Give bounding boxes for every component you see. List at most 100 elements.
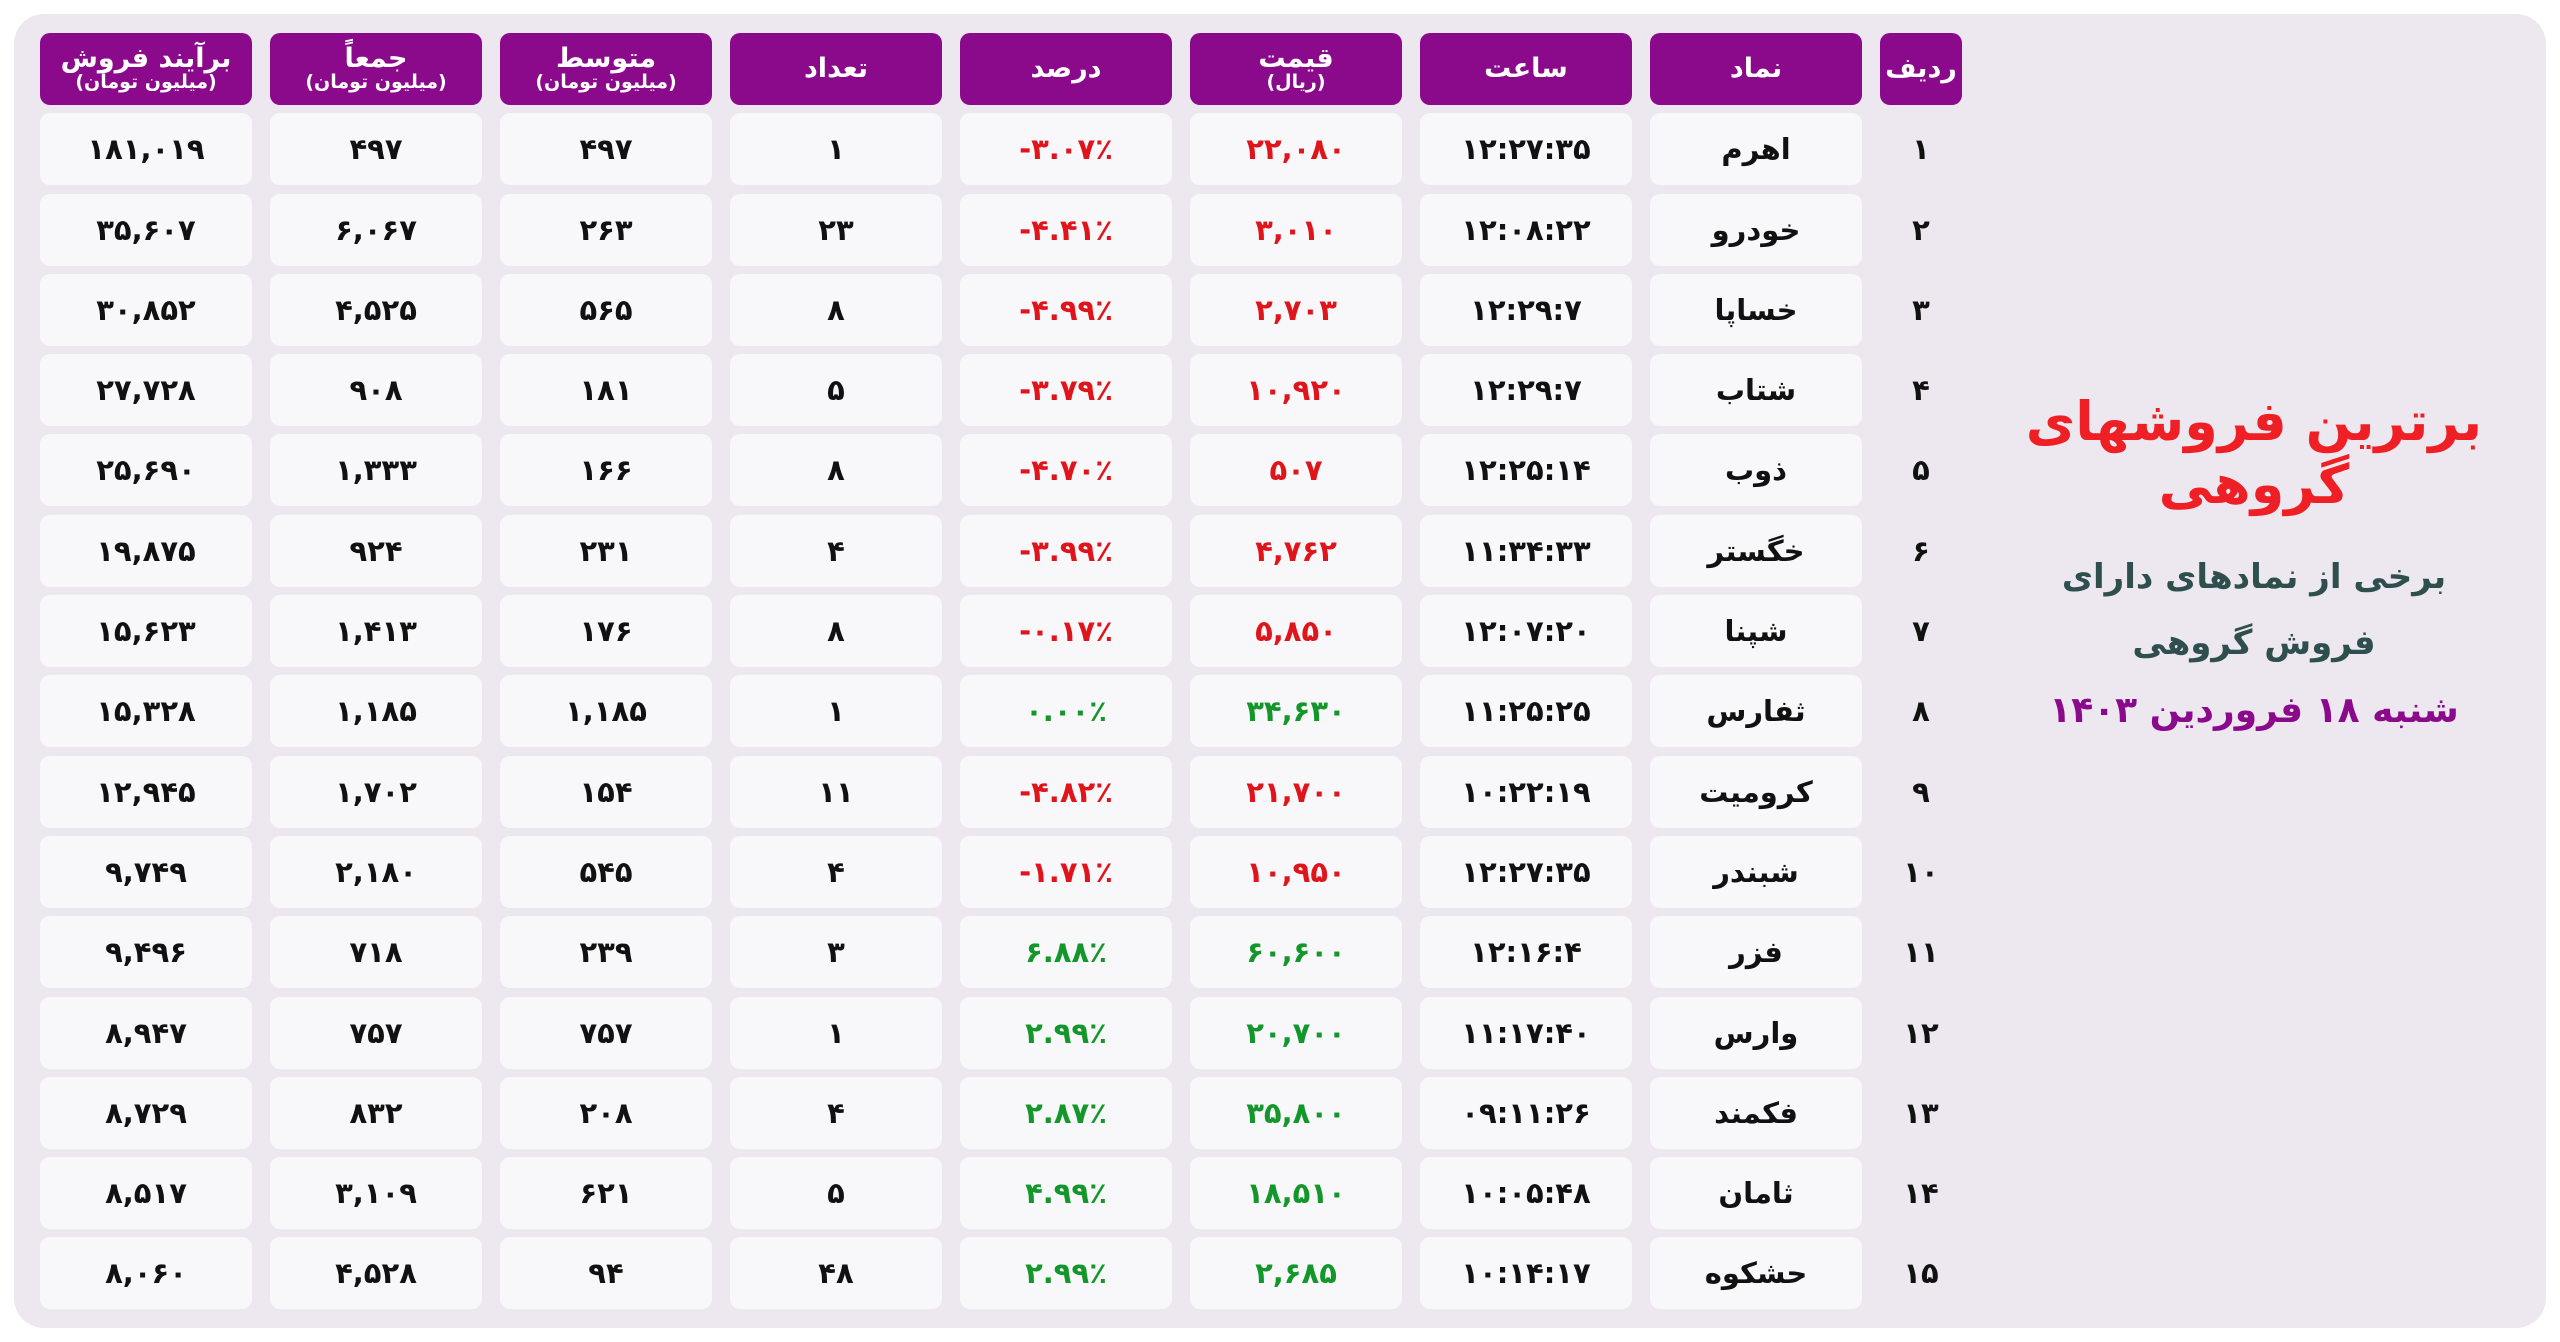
column-header: جمعاً (میلیون تومان) [270, 33, 482, 105]
table-cell: ۰.۰۰٪ [960, 675, 1172, 748]
table-cell: ۹۴ [500, 1237, 712, 1310]
table-cell: حشکوه [1650, 1237, 1862, 1310]
table-cell: ۱۶۶ [500, 434, 712, 507]
side-info: برترین فروشهای گروهی برخی از نمادهای دار… [1960, 390, 2548, 731]
table-cell: ۳۵,۶۰۷ [40, 193, 252, 266]
table-cell: ۶.۸۸٪ [960, 916, 1172, 989]
header-subtitle: (ریال) [1266, 71, 1326, 94]
table-cell: -۴.۸۲٪ [960, 755, 1172, 828]
table-cell: ۲۵,۶۹۰ [40, 434, 252, 507]
table-cell: ۱ [1912, 132, 1930, 167]
table-cell: ۳۴,۶۳۰ [1190, 675, 1402, 748]
table-cell: ۱۸,۵۱۰ [1190, 1157, 1402, 1230]
table-cell: ۱۲:۱۶:۴ [1420, 916, 1632, 989]
column-header: ردیف [1880, 33, 1962, 105]
table-cell: -۳.۰۷٪ [960, 113, 1172, 186]
table-cell: ۱۱:۳۴:۳۳ [1420, 514, 1632, 587]
table-cell: فکمند [1650, 1076, 1862, 1149]
table-cell: خساپا [1650, 273, 1862, 346]
table-cell: ۱۲:۰۸:۲۲ [1420, 193, 1632, 266]
table-cell: ۱۰,۹۵۰ [1190, 835, 1402, 908]
header-title: ساعت [1484, 52, 1568, 84]
table-cell: ۳ [730, 916, 942, 989]
table-cell: ۲۳۹ [500, 916, 712, 989]
table-cell: ۱۰:۱۴:۱۷ [1420, 1237, 1632, 1310]
table-cell: ۲,۶۸۵ [1190, 1237, 1402, 1310]
table-cell: ۱۲:۲۷:۳۵ [1420, 113, 1632, 186]
table-cell: ۲.۸۷٪ [960, 1076, 1172, 1149]
header-title: ردیف [1885, 52, 1957, 84]
table-cell: ۸,۹۴۷ [40, 996, 252, 1069]
table-cell: ثفارس [1650, 675, 1862, 748]
header-title: نماد [1729, 52, 1783, 84]
table-cell: ۹۲۴ [270, 514, 482, 587]
table-cell: ۲۳ [730, 193, 942, 266]
column-header: تعداد [730, 33, 942, 105]
table-cell: ۱۴ [1903, 1176, 1939, 1211]
table-cell: ۷۵۷ [500, 996, 712, 1069]
table-cell: ۵ [1912, 453, 1930, 488]
subtitle-line: برخی از نمادهای دارای [2061, 557, 2447, 597]
table-cell: ۵۴۵ [500, 835, 712, 908]
table-cell: ۴ [730, 835, 942, 908]
table-cell: ۵,۸۵۰ [1190, 595, 1402, 668]
subtitle-line: فروش گروهی [2132, 623, 2376, 663]
table-cell: -۰.۱۷٪ [960, 595, 1172, 668]
table-cell: شبندر [1650, 835, 1862, 908]
table-cell: ۲۰,۷۰۰ [1190, 996, 1402, 1069]
table-cell: ۸ [1912, 694, 1930, 729]
column-header: برآیند فروش (میلیون تومان) [40, 33, 252, 105]
table-cell: ۹,۴۹۶ [40, 916, 252, 989]
table-cell: ۷۱۸ [270, 916, 482, 989]
table-cell: ۱ [730, 996, 942, 1069]
header-subtitle: (میلیون تومان) [305, 71, 447, 94]
column-header: قیمت (ریال) [1190, 33, 1402, 105]
table-cell: ۴,۵۲۸ [270, 1237, 482, 1310]
table-cell: ۱۲:۲۹:۷ [1420, 354, 1632, 427]
table-cell: ۶۲۱ [500, 1157, 712, 1230]
table-cell: ۲.۹۹٪ [960, 996, 1172, 1069]
table-cell: شپنا [1650, 595, 1862, 668]
table-cell: -۳.۹۹٪ [960, 514, 1172, 587]
table-cell: ۱۱ [1903, 935, 1939, 970]
table-cell: ۱۹,۸۷۵ [40, 514, 252, 587]
table-cell: ۱۵ [1903, 1256, 1939, 1291]
table-cell: ۱۰,۹۲۰ [1190, 354, 1402, 427]
table-cell: ۱,۱۸۵ [500, 675, 712, 748]
table-cell: ۴ [730, 514, 942, 587]
header-subtitle: (میلیون تومان) [535, 71, 677, 94]
table-cell: ثامان [1650, 1157, 1862, 1230]
table-cell: ۱۸۱ [500, 354, 712, 427]
table-cell: ۷۵۷ [270, 996, 482, 1069]
table-cell: -۴.۷۰٪ [960, 434, 1172, 507]
table-cell: ۴۹۷ [500, 113, 712, 186]
table-cell: ۶,۰۶۷ [270, 193, 482, 266]
table-cell: ۱۱ [730, 755, 942, 828]
table-cell: ۱۲:۲۵:۱۴ [1420, 434, 1632, 507]
table-cell: ۲۷,۷۲۸ [40, 354, 252, 427]
table-cell: ۱۸۱,۰۱۹ [40, 113, 252, 186]
table-cell: ۱,۱۸۵ [270, 675, 482, 748]
table-cell: ۱۵,۶۲۳ [40, 595, 252, 668]
table-cell: ۲.۹۹٪ [960, 1237, 1172, 1310]
table-cell: ۱۰ [1903, 854, 1939, 889]
table-cell: ۶۰,۶۰۰ [1190, 916, 1402, 989]
table-cell: ۱ [730, 675, 942, 748]
table-cell: ۱۵,۳۲۸ [40, 675, 252, 748]
table-cell: وارس [1650, 996, 1862, 1069]
table-cell: ۲۰۸ [500, 1076, 712, 1149]
table-cell: ۱۰:۲۲:۱۹ [1420, 755, 1632, 828]
table-cell: کرومیت [1650, 755, 1862, 828]
table-cell: فزر [1650, 916, 1862, 989]
header-title: متوسط [555, 42, 657, 74]
header-title: تعداد [803, 52, 869, 84]
table-cell: ۴.۹۹٪ [960, 1157, 1172, 1230]
table-cell: ۳,۱۰۹ [270, 1157, 482, 1230]
table-cell: ۱۰:۰۵:۴۸ [1420, 1157, 1632, 1230]
table-cell: ۸,۷۲۹ [40, 1076, 252, 1149]
table-cell: ۲,۷۰۳ [1190, 273, 1402, 346]
table-cell: ۴,۷۶۲ [1190, 514, 1402, 587]
column-header: متوسط (میلیون تومان) [500, 33, 712, 105]
table-cell: ۹ [1912, 774, 1930, 809]
table-cell: ۱۳ [1903, 1095, 1939, 1130]
